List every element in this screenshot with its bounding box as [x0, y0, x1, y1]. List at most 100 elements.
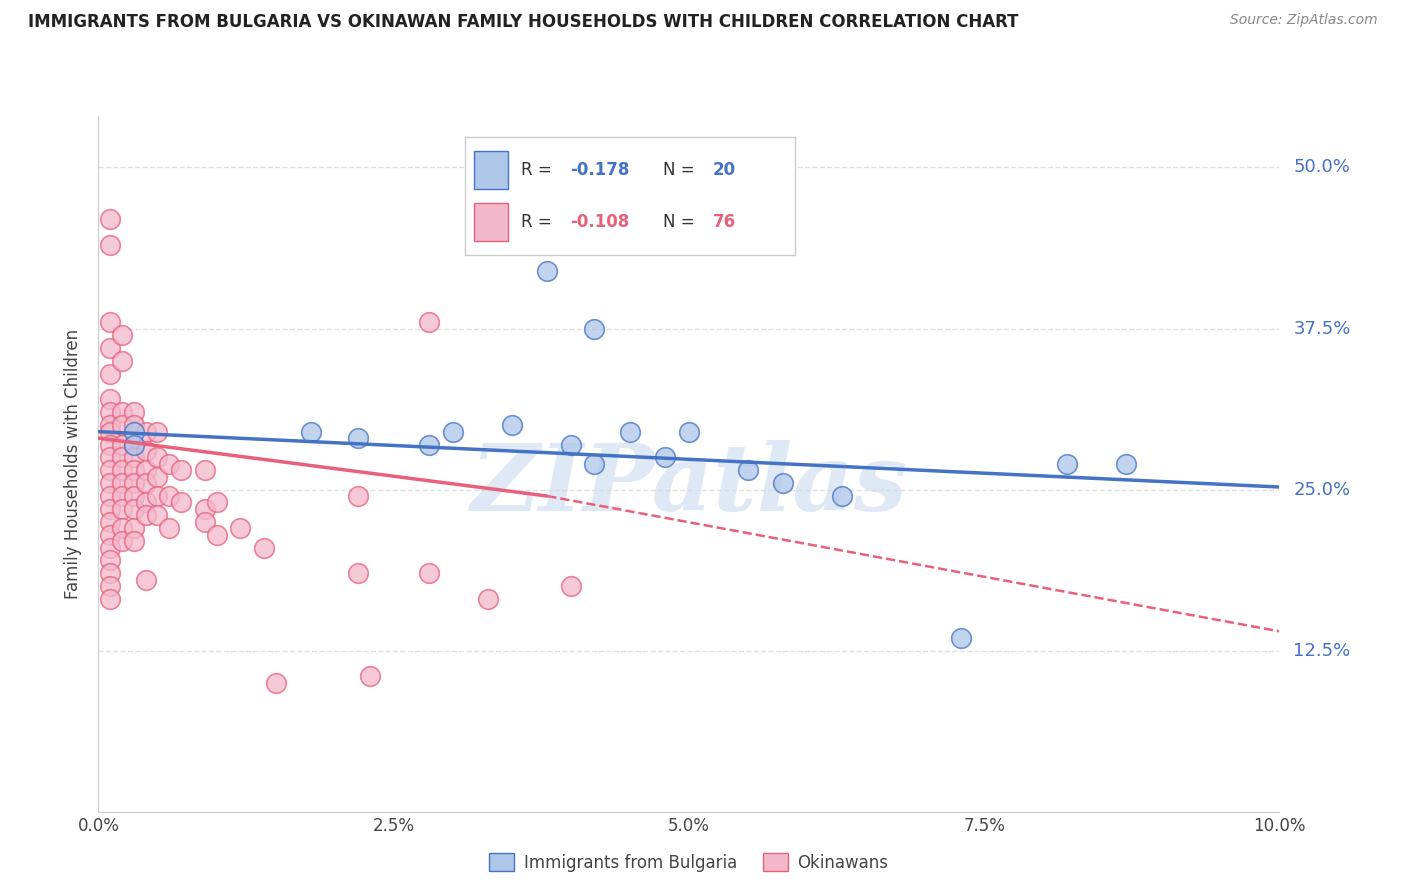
Point	[111, 534, 134, 549]
Point	[205, 527, 228, 541]
Point	[654, 450, 676, 465]
Point	[157, 521, 180, 535]
Point	[111, 450, 134, 465]
Point	[111, 328, 134, 343]
Text: 12.5%: 12.5%	[1294, 641, 1351, 660]
Text: -0.108: -0.108	[571, 213, 630, 231]
Point	[122, 418, 145, 433]
Point	[98, 367, 121, 381]
Point	[98, 541, 121, 555]
Point	[98, 450, 121, 465]
Point	[146, 489, 169, 503]
Point	[157, 489, 180, 503]
Bar	[474, 203, 508, 241]
Point	[347, 566, 370, 581]
Point	[501, 418, 523, 433]
Point	[441, 425, 464, 439]
Point	[583, 457, 606, 471]
Point	[98, 476, 121, 491]
Point	[560, 579, 582, 593]
Y-axis label: Family Households with Children: Family Households with Children	[65, 329, 83, 599]
Point	[347, 431, 370, 445]
Point	[111, 489, 134, 503]
Point	[170, 463, 193, 477]
Point	[1056, 457, 1078, 471]
Text: Source: ZipAtlas.com: Source: ZipAtlas.com	[1230, 13, 1378, 28]
Point	[418, 315, 440, 329]
Point	[536, 263, 558, 277]
Point	[98, 579, 121, 593]
Legend: Immigrants from Bulgaria, Okinawans: Immigrants from Bulgaria, Okinawans	[481, 845, 897, 880]
Point	[299, 425, 322, 439]
Point	[98, 392, 121, 407]
Point	[111, 521, 134, 535]
Point	[359, 669, 381, 683]
Point	[98, 553, 121, 567]
Text: IMMIGRANTS FROM BULGARIA VS OKINAWAN FAMILY HOUSEHOLDS WITH CHILDREN CORRELATION: IMMIGRANTS FROM BULGARIA VS OKINAWAN FAM…	[28, 13, 1018, 31]
Point	[560, 437, 582, 451]
Point	[477, 592, 499, 607]
Text: 20: 20	[713, 161, 735, 179]
Text: 37.5%: 37.5%	[1294, 319, 1351, 337]
Point	[122, 502, 145, 516]
Point	[98, 437, 121, 451]
Text: N =: N =	[664, 161, 700, 179]
Text: 25.0%: 25.0%	[1294, 481, 1351, 499]
Text: -0.178: -0.178	[571, 161, 630, 179]
Point	[229, 521, 252, 535]
Point	[98, 489, 121, 503]
Point	[135, 476, 157, 491]
Point	[194, 463, 217, 477]
Point	[619, 425, 641, 439]
Point	[253, 541, 276, 555]
Point	[111, 353, 134, 368]
Point	[122, 463, 145, 477]
Point	[347, 489, 370, 503]
Point	[146, 450, 169, 465]
Point	[772, 476, 794, 491]
Text: 50.0%: 50.0%	[1294, 159, 1350, 177]
Point	[122, 450, 145, 465]
Point	[146, 469, 169, 483]
Point	[122, 521, 145, 535]
Text: R =: R =	[520, 161, 557, 179]
Point	[170, 495, 193, 509]
Point	[98, 566, 121, 581]
Point	[111, 476, 134, 491]
Point	[111, 437, 134, 451]
Point	[98, 463, 121, 477]
Point	[135, 508, 157, 523]
Point	[194, 502, 217, 516]
Point	[135, 573, 157, 587]
Point	[122, 489, 145, 503]
Point	[1115, 457, 1137, 471]
Point	[122, 425, 145, 439]
Point	[98, 341, 121, 355]
Point	[98, 592, 121, 607]
Point	[122, 476, 145, 491]
Point	[678, 425, 700, 439]
Text: 76: 76	[713, 213, 735, 231]
Point	[949, 631, 972, 645]
Point	[737, 463, 759, 477]
Point	[135, 495, 157, 509]
Point	[111, 418, 134, 433]
Point	[418, 566, 440, 581]
Point	[122, 405, 145, 419]
Point	[111, 463, 134, 477]
Point	[135, 425, 157, 439]
Point	[122, 437, 145, 451]
Point	[135, 444, 157, 458]
Point	[98, 315, 121, 329]
Point	[122, 534, 145, 549]
Point	[98, 418, 121, 433]
Point	[122, 437, 145, 451]
Point	[157, 457, 180, 471]
Point	[111, 502, 134, 516]
Text: ZIPatlas: ZIPatlas	[471, 440, 907, 530]
Point	[98, 405, 121, 419]
Bar	[474, 151, 508, 189]
Point	[418, 437, 440, 451]
Point	[205, 495, 228, 509]
Text: N =: N =	[664, 213, 700, 231]
